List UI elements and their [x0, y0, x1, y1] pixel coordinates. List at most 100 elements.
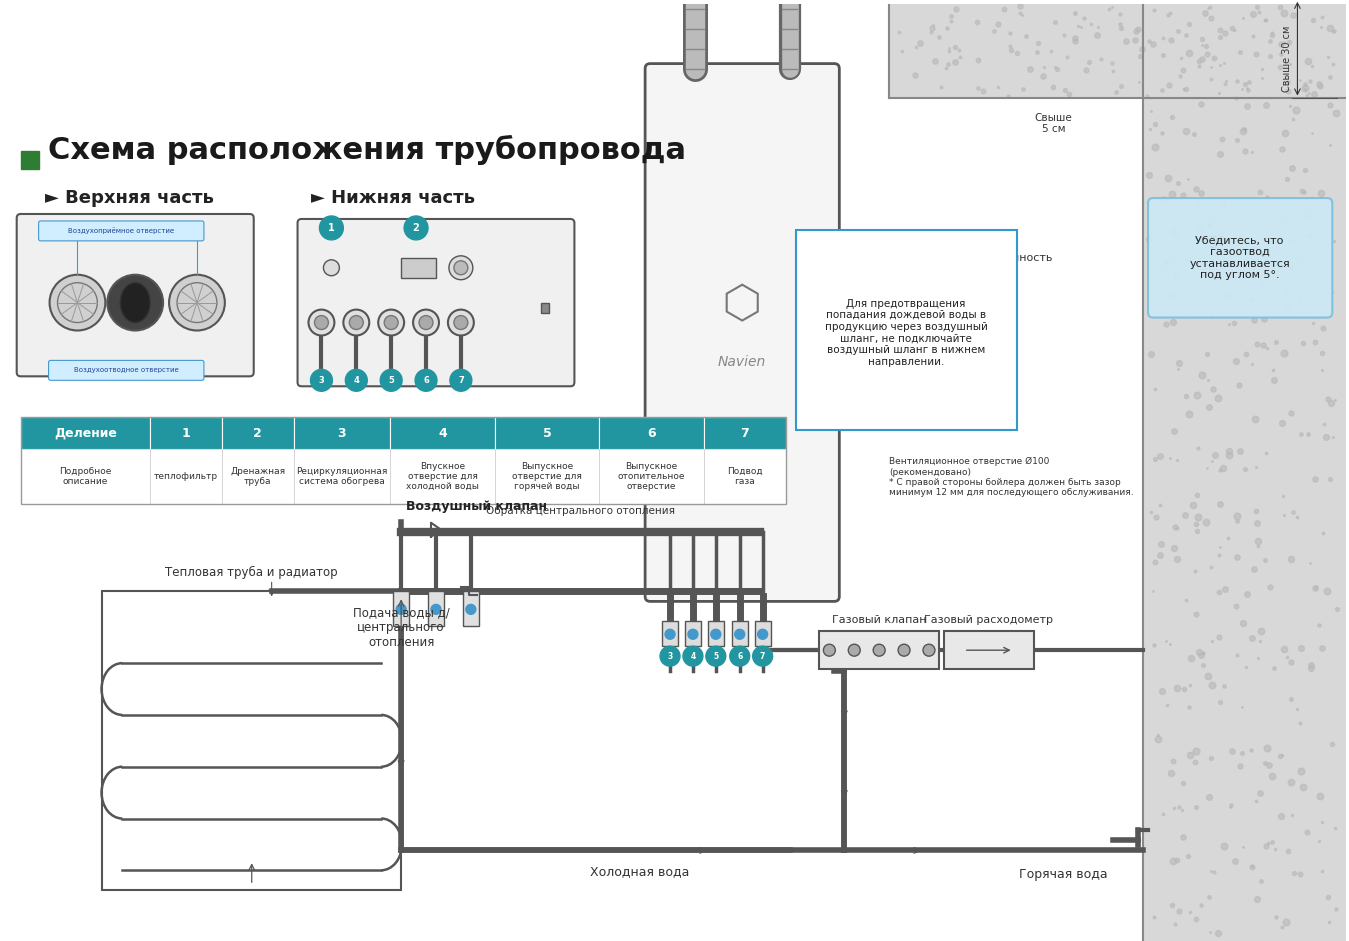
Bar: [599, 449, 704, 503]
Text: Убедитесь, что
газоотвод
устанавливается
под углом 5°.: Убедитесь, что газоотвод устанавливается…: [1190, 235, 1290, 280]
Text: Впускное
отверстие для
холодной воды: Впускное отверстие для холодной воды: [406, 461, 479, 491]
Circle shape: [453, 261, 468, 275]
Bar: [704, 417, 785, 449]
Bar: [1143, 4, 1346, 941]
Bar: [20, 152, 39, 169]
Text: ► Верхняя часть: ► Верхняя часть: [45, 189, 213, 207]
Circle shape: [849, 645, 861, 656]
Circle shape: [730, 646, 750, 666]
Bar: [708, 621, 724, 646]
Bar: [495, 417, 599, 449]
Bar: [704, 449, 785, 503]
Text: Воздушный клапан: Воздушный клапан: [406, 500, 548, 513]
Circle shape: [345, 370, 367, 391]
Circle shape: [665, 630, 674, 639]
Bar: [819, 631, 939, 669]
Text: Газовый расходометр: Газовый расходометр: [924, 615, 1054, 626]
Text: 4: 4: [691, 652, 696, 661]
Text: 4: 4: [438, 426, 447, 439]
Circle shape: [823, 645, 835, 656]
Bar: [20, 417, 150, 449]
Bar: [428, 592, 444, 627]
Bar: [20, 417, 785, 503]
Circle shape: [310, 370, 332, 391]
Text: 7: 7: [741, 426, 749, 439]
Text: 6: 6: [737, 652, 742, 661]
Text: 4: 4: [353, 375, 359, 385]
Bar: [390, 449, 495, 503]
Circle shape: [873, 645, 885, 656]
Bar: [390, 417, 495, 449]
Circle shape: [380, 370, 402, 391]
Bar: [294, 449, 390, 503]
FancyBboxPatch shape: [39, 221, 204, 241]
Text: Воздухоотводное отверстие: Воздухоотводное отверстие: [74, 367, 178, 374]
Text: 2: 2: [254, 426, 262, 439]
Text: 1: 1: [182, 426, 190, 439]
FancyBboxPatch shape: [1148, 198, 1333, 317]
Circle shape: [384, 315, 398, 329]
Text: 5: 5: [542, 426, 552, 439]
Bar: [685, 621, 701, 646]
Bar: [599, 417, 704, 449]
Text: Вентиляционное отверстие Ø100
(рекомендовано)
* С правой стороны бойлера должен : Вентиляционное отверстие Ø100 (рекомендо…: [889, 457, 1133, 498]
Circle shape: [169, 275, 225, 330]
Text: Герметичность: Герметичность: [965, 253, 1054, 263]
Text: Подробное
описание: Подробное описание: [59, 467, 112, 486]
Text: 3: 3: [337, 426, 347, 439]
Bar: [662, 621, 679, 646]
Text: 5: 5: [714, 652, 719, 661]
Circle shape: [378, 310, 405, 336]
Bar: [221, 449, 294, 503]
Circle shape: [397, 604, 406, 614]
Bar: [495, 449, 599, 503]
Text: Схема расположения трубопровода: Схема расположения трубопровода: [47, 136, 685, 166]
Circle shape: [309, 310, 335, 336]
Bar: [221, 417, 294, 449]
Bar: [889, 4, 1346, 99]
Circle shape: [706, 646, 726, 666]
Text: 5: 5: [389, 375, 394, 385]
Circle shape: [735, 630, 745, 639]
FancyBboxPatch shape: [16, 214, 254, 376]
Text: 5°: 5°: [1209, 236, 1226, 251]
Bar: [754, 621, 770, 646]
FancyBboxPatch shape: [645, 64, 839, 601]
Circle shape: [753, 646, 773, 666]
Text: 1: 1: [328, 223, 335, 233]
Text: Свыше
5 см: Свыше 5 см: [1035, 113, 1072, 135]
Ellipse shape: [120, 282, 150, 323]
Bar: [541, 303, 549, 312]
Circle shape: [320, 216, 344, 240]
FancyBboxPatch shape: [49, 360, 204, 380]
Circle shape: [449, 256, 473, 279]
Bar: [150, 449, 221, 503]
Circle shape: [324, 260, 340, 276]
Bar: [150, 417, 221, 449]
Circle shape: [413, 310, 438, 336]
Text: Деление: Деление: [54, 426, 117, 439]
Text: Обратка центрального отопления: Обратка центрального отопления: [486, 505, 674, 516]
Text: Дренажная
труба: Дренажная труба: [231, 467, 285, 486]
Circle shape: [465, 604, 476, 614]
Text: Рециркуляционная
система обогрева: Рециркуляционная система обогрева: [297, 467, 387, 486]
Bar: [393, 592, 409, 627]
Circle shape: [405, 216, 428, 240]
Text: 3: 3: [318, 375, 324, 385]
Text: Воздухоприёмное отверстие: Воздухоприёмное отверстие: [69, 228, 174, 234]
Circle shape: [660, 646, 680, 666]
Text: теплофильтр: теплофильтр: [154, 471, 219, 481]
Text: Свыше 30 см: Свыше 30 см: [1283, 25, 1292, 92]
Circle shape: [453, 315, 468, 329]
Text: Подача воды д/
центрального
отопления: Подача воды д/ центрального отопления: [352, 606, 449, 649]
Text: 2: 2: [413, 223, 420, 233]
Text: ► Нижняя часть: ► Нижняя часть: [312, 189, 475, 207]
Text: Подвод
газа: Подвод газа: [727, 467, 762, 486]
Bar: [294, 417, 390, 449]
Text: Горячая вода: Горячая вода: [1018, 869, 1108, 882]
Bar: [401, 258, 436, 278]
Text: 7: 7: [459, 375, 464, 385]
Circle shape: [448, 310, 473, 336]
Circle shape: [349, 315, 363, 329]
Bar: [103, 592, 401, 890]
